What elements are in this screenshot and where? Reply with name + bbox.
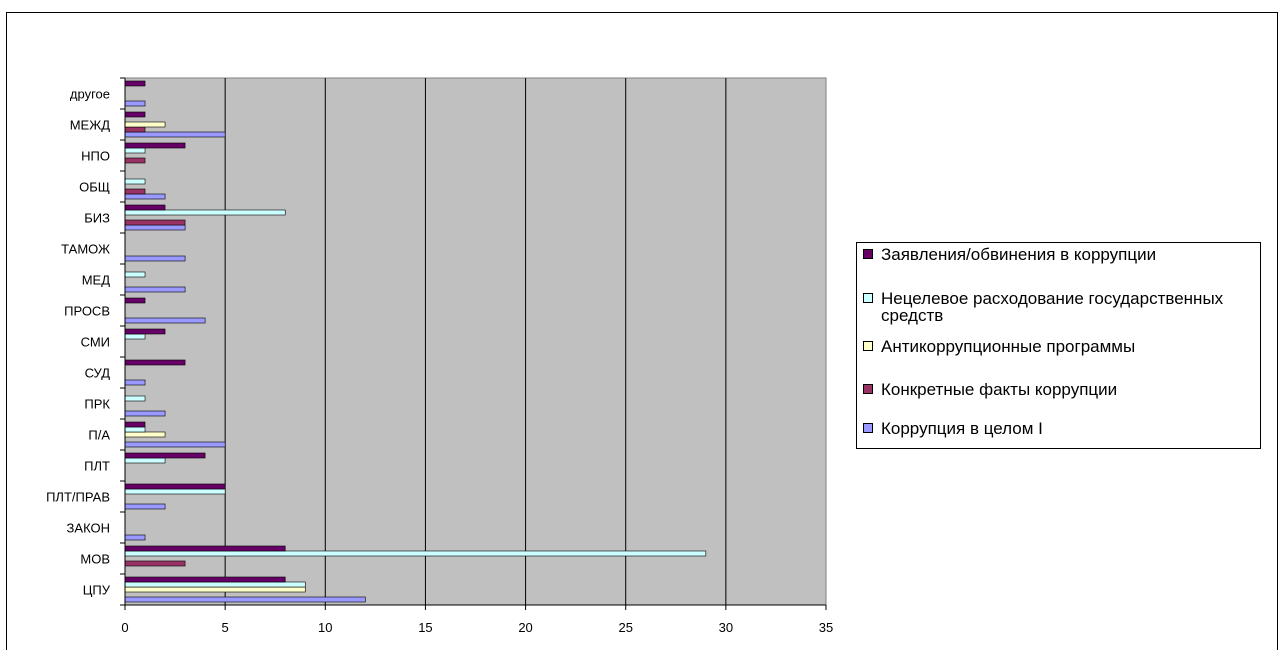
- y-category-label: БИЗ: [84, 211, 110, 226]
- x-tick-label: 15: [418, 620, 432, 635]
- bar: [124, 426, 146, 433]
- bars: [124, 80, 707, 603]
- x-tick-label: 30: [719, 620, 733, 635]
- bar: [124, 410, 166, 417]
- y-category-label: ЦПУ: [83, 583, 111, 598]
- x-tick-label: 25: [618, 620, 632, 635]
- legend-label: Нецелевое расходование государственных с…: [881, 289, 1224, 325]
- bar: [124, 503, 166, 510]
- y-category-label: ОБЩ: [79, 180, 110, 195]
- bar: [124, 328, 166, 335]
- bar: [124, 255, 186, 262]
- y-category-label: ПРК: [84, 397, 110, 412]
- bar: [124, 157, 146, 164]
- y-category-label: ПЛТ/ПРАВ: [46, 490, 110, 505]
- y-category-label: ПЛТ: [84, 459, 110, 474]
- bar: [124, 379, 146, 386]
- bar: [124, 193, 166, 200]
- bar: [124, 534, 146, 541]
- legend-label: Заявления/обвинения в коррупции: [881, 245, 1157, 264]
- bar: [124, 550, 707, 557]
- bar: [124, 596, 366, 603]
- legend-item: Заявления/обвинения в коррупции: [863, 246, 1241, 263]
- y-category-label: другое: [70, 87, 110, 102]
- legend-swatch: [863, 249, 873, 259]
- y-category-label: НПО: [81, 149, 110, 164]
- y-category-label: ТАМОЖ: [61, 242, 110, 257]
- bar: [124, 271, 146, 278]
- bar: [124, 576, 286, 583]
- bar: [124, 224, 186, 231]
- bar: [124, 488, 226, 495]
- legend-label: Антикоррупционные программы: [881, 337, 1136, 356]
- legend-item: Конкретные факты коррупции: [863, 381, 1241, 398]
- y-category-label: ПРОСВ: [64, 304, 110, 319]
- bar: [124, 457, 166, 464]
- y-category-label: СМИ: [81, 335, 110, 350]
- grid-lines: [224, 78, 727, 605]
- y-category-label: МОВ: [80, 552, 110, 567]
- bar: [124, 333, 146, 340]
- bar: [124, 421, 146, 428]
- x-tick-label: 10: [318, 620, 332, 635]
- bar: [124, 317, 206, 324]
- bar: [124, 586, 306, 593]
- bar: [124, 147, 146, 154]
- bar: [124, 204, 166, 211]
- x-tick-label: 0: [121, 620, 128, 635]
- bar: [124, 483, 226, 490]
- legend-item: Коррупция в целом I: [863, 420, 1241, 437]
- bar: [124, 131, 226, 138]
- bar: [124, 452, 206, 459]
- bar: [124, 441, 226, 448]
- legend-swatch: [863, 293, 873, 303]
- bar: [124, 545, 286, 552]
- legend-item: Антикоррупционные программы: [863, 338, 1241, 355]
- bar: [124, 100, 146, 107]
- legend-label: Конкретные факты коррупции: [881, 380, 1118, 399]
- bar: [124, 359, 186, 366]
- bar: [124, 178, 146, 185]
- legend-swatch: [863, 341, 873, 351]
- bar: [124, 142, 186, 149]
- x-tick-label: 5: [222, 620, 229, 635]
- y-category-label: П/А: [88, 428, 110, 443]
- bar: [124, 80, 146, 87]
- axes: [120, 77, 827, 610]
- bar: [124, 126, 146, 133]
- x-tick-labels: 0 5 10 15 20 25 30 35: [121, 620, 833, 635]
- y-category-label: МЕЖД: [70, 118, 111, 133]
- legend-item: Нецелевое расходование государственных с…: [863, 290, 1241, 324]
- y-category-label: ЗАКОН: [67, 521, 110, 536]
- bar: [124, 111, 146, 118]
- bar: [124, 431, 166, 438]
- plot-area: [124, 77, 827, 606]
- x-tick-label: 35: [819, 620, 833, 635]
- bar: [124, 581, 306, 588]
- bar: [124, 297, 146, 304]
- y-tick-labels: ЦПУ МОВ ЗАКОН ПЛТ/ПРАВ ПЛТ П/А ПРК СУД СМИ ПРОСВ М…: [46, 87, 111, 598]
- bar: [124, 286, 186, 293]
- legend-swatch: [863, 423, 873, 433]
- bar: [124, 560, 186, 567]
- legend: Заявления/обвинения в коррупции Нецелевое…: [856, 242, 1261, 449]
- bar: [124, 188, 146, 195]
- x-tick-label: 20: [518, 620, 532, 635]
- bar: [124, 395, 146, 402]
- legend-label: Коррупция в целом I: [881, 419, 1043, 438]
- legend-swatch: [863, 384, 873, 394]
- bar: [124, 219, 186, 226]
- bar: [124, 209, 286, 216]
- y-category-label: МЕД: [82, 273, 111, 288]
- y-category-label: СУД: [85, 366, 111, 381]
- bar: [124, 121, 166, 128]
